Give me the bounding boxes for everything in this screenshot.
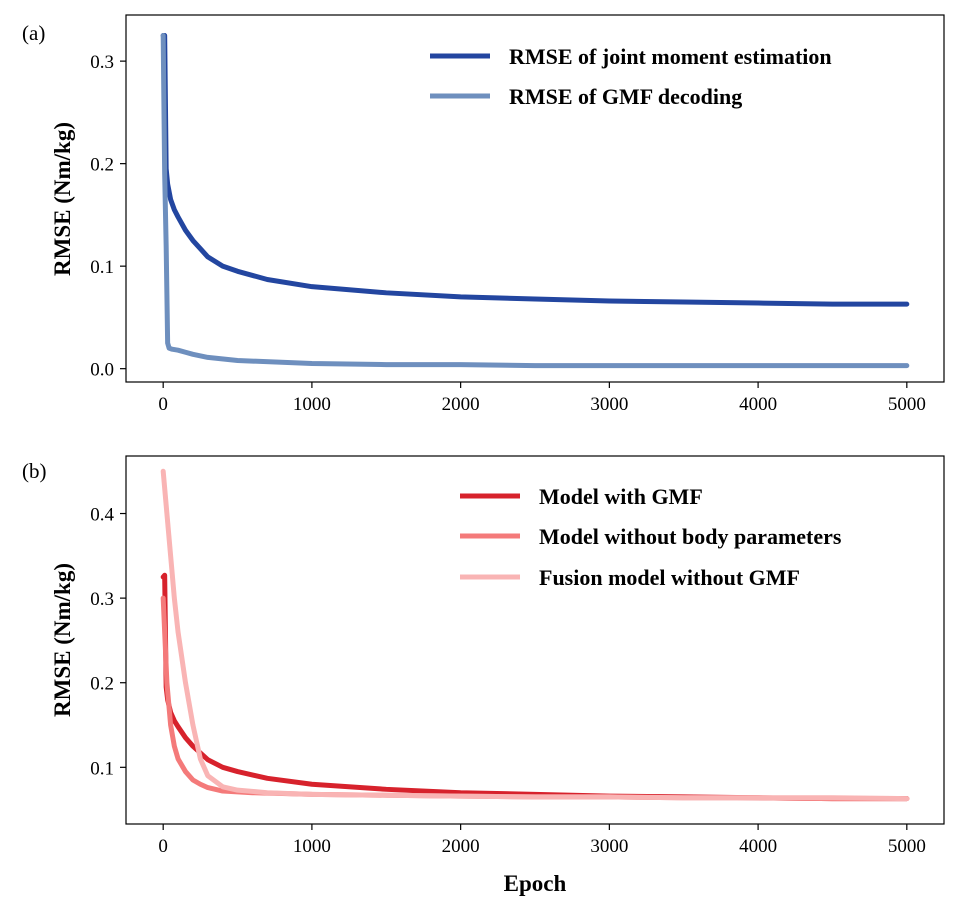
panel-b-x-axis: 0 1000 2000 3000 4000 5000 bbox=[158, 824, 926, 857]
panel-a-label: (a) bbox=[22, 21, 45, 45]
panel-b-curves bbox=[160, 468, 910, 802]
legend-label-gmf-decoding: RMSE of GMF decoding bbox=[509, 84, 742, 109]
panel-b-x-tick-label-3000: 3000 bbox=[590, 836, 628, 857]
panel-a-y-tick-label-0.2: 0.2 bbox=[90, 155, 114, 176]
panel-b-x-tick-label-0: 0 bbox=[158, 836, 168, 857]
panel-a-y-axis: 0.0 0.1 0.2 0.3 bbox=[90, 52, 126, 381]
panel-a-series-rmse-of-gmf-decoding bbox=[160, 33, 910, 369]
legend-label-fusion-model: Fusion model without GMF bbox=[539, 565, 800, 590]
panel-a-legend: RMSE of joint moment estimation RMSE of … bbox=[430, 44, 832, 109]
panel-b-y-axis-title: RMSE (Nm/kg) bbox=[50, 563, 75, 717]
panel-b-frame bbox=[125, 455, 945, 825]
panel-a-x-tick-label-2000: 2000 bbox=[442, 394, 480, 415]
panel-b-x-tick-label-2000: 2000 bbox=[442, 836, 480, 857]
panel-b-x-tick-label-4000: 4000 bbox=[739, 836, 777, 857]
panel-a-y-axis-title: RMSE (Nm/kg) bbox=[50, 122, 75, 276]
panel-b-label: (b) bbox=[22, 459, 47, 483]
legend-label-joint-moment: RMSE of joint moment estimation bbox=[509, 44, 832, 69]
panel-b-x-tick-label-1000: 1000 bbox=[293, 836, 331, 857]
panel-b: (b) 0 1000 2000 3000 4000 5000 0.1 0.2 0.3 0.4 R… bbox=[22, 455, 945, 896]
panel-b-series-model-with-gmf bbox=[160, 572, 910, 802]
panel-a-x-tick-label-3000: 3000 bbox=[590, 394, 628, 415]
legend-label-model-without-body: Model without body parameters bbox=[539, 524, 842, 549]
panel-a: (a) 0 1000 2000 3000 4000 5000 0.0 0.1 0.2 0.3 R… bbox=[22, 14, 945, 415]
legend-label-model-with-gmf: Model with GMF bbox=[539, 484, 703, 509]
panel-a-x-tick-label-0: 0 bbox=[158, 394, 168, 415]
panel-b-y-tick-label-0.2: 0.2 bbox=[90, 674, 114, 695]
panel-a-series-rmse-of-joint-moment-estimation bbox=[160, 33, 910, 307]
panel-a-x-tick-label-1000: 1000 bbox=[293, 394, 331, 415]
panel-a-x-axis: 0 1000 2000 3000 4000 5000 bbox=[158, 382, 926, 415]
panel-b-series-model-without-body-parameters bbox=[160, 595, 910, 802]
panel-b-x-tick-label-5000: 5000 bbox=[888, 836, 926, 857]
panel-a-x-tick-label-5000: 5000 bbox=[888, 394, 926, 415]
panel-b-series-fusion-model-without-gmf bbox=[160, 468, 910, 802]
panel-b-y-tick-label-0.4: 0.4 bbox=[90, 505, 114, 526]
panel-b-legend: Model with GMF Model without body parame… bbox=[460, 484, 842, 590]
panel-b-y-tick-label-0.1: 0.1 bbox=[90, 758, 114, 779]
panel-a-y-tick-label-0.3: 0.3 bbox=[90, 52, 114, 73]
panel-a-y-tick-label-0.0: 0.0 bbox=[90, 360, 114, 381]
panel-a-frame bbox=[125, 14, 945, 383]
panel-a-x-tick-label-4000: 4000 bbox=[739, 394, 777, 415]
panel-a-curves bbox=[160, 33, 910, 369]
panel-a-y-tick-label-0.1: 0.1 bbox=[90, 257, 114, 278]
panel-b-x-axis-title: Epoch bbox=[504, 871, 567, 896]
panel-b-y-axis: 0.1 0.2 0.3 0.4 bbox=[90, 505, 126, 779]
panel-b-y-tick-label-0.3: 0.3 bbox=[90, 589, 114, 610]
